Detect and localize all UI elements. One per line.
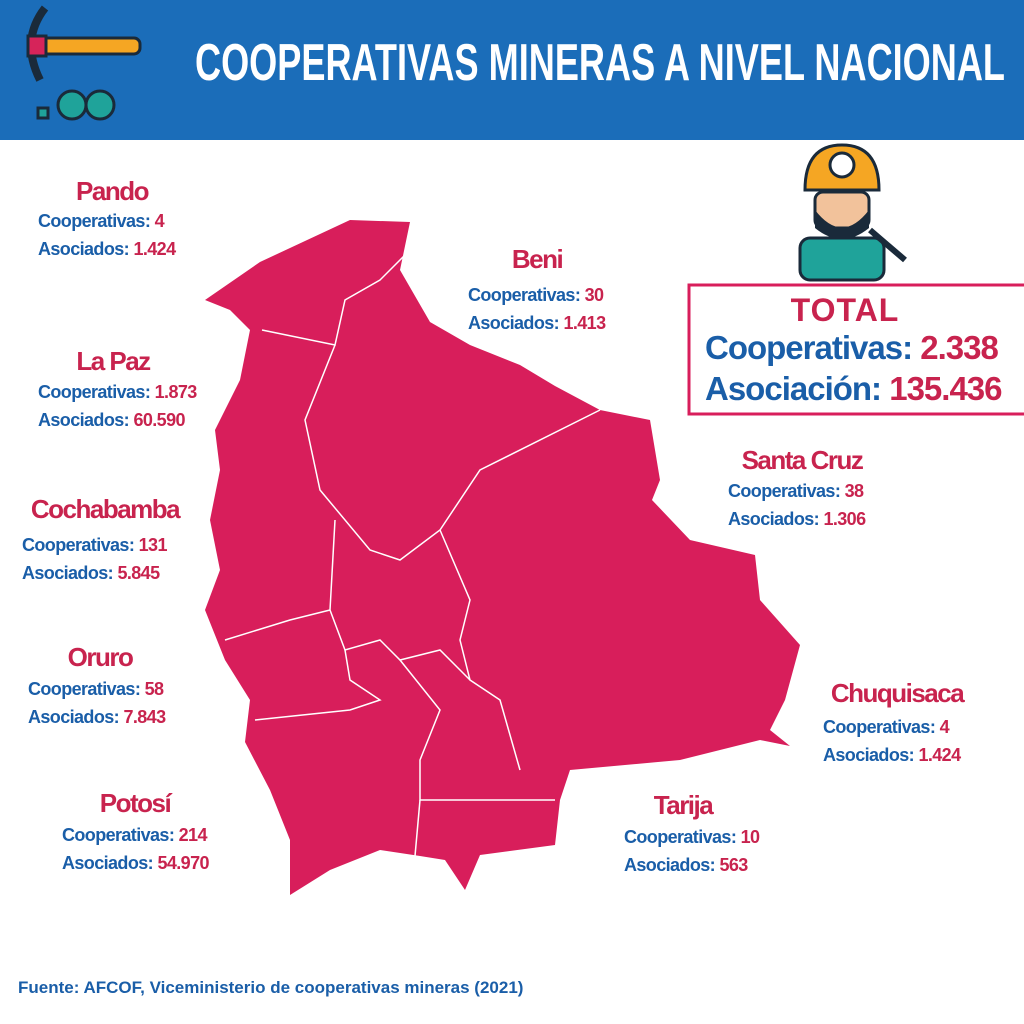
stat-label: Asociados:	[28, 707, 119, 727]
total-label: Asociación:	[705, 370, 881, 407]
region-stat: Cooperativas: 131	[22, 535, 167, 555]
stat-value: 563	[719, 855, 748, 875]
stat-label: Cooperativas:	[38, 211, 150, 231]
region-name: Tarija	[654, 790, 714, 820]
stat-label: Cooperativas:	[728, 481, 840, 501]
stat-label: Cooperativas:	[468, 285, 580, 305]
stat-value: 4	[155, 211, 165, 231]
source-note: Fuente: AFCOF, Viceministerio de coopera…	[18, 978, 523, 997]
region-stat: Cooperativas: 58	[28, 679, 164, 699]
stat-value: 1.873	[155, 382, 198, 402]
region-stat: Asociados: 563	[624, 855, 748, 875]
total-title: TOTAL	[791, 292, 900, 328]
stat-label: Asociados:	[38, 410, 129, 430]
total-label: Cooperativas:	[705, 329, 912, 366]
region-labels: Pando Cooperativas: 4 Asociados: 1.424 La P…	[22, 176, 967, 875]
total-value: 2.338	[920, 329, 998, 366]
stat-value: 1.424	[918, 745, 961, 765]
region-stat: Asociados: 1.413	[468, 313, 606, 333]
region-stat: Cooperativas: 1.873	[38, 382, 197, 402]
region-name: Potosí	[100, 788, 173, 818]
stat-value: 58	[145, 679, 164, 699]
region-stat: Asociados: 54.970	[62, 853, 209, 873]
region-stat: Asociados: 60.590	[38, 410, 185, 430]
stat-value: 54.970	[157, 853, 209, 873]
stat-label: Asociados:	[38, 239, 129, 259]
stat-value: 38	[845, 481, 864, 501]
stat-value: 7.843	[123, 707, 166, 727]
stat-label: Cooperativas:	[624, 827, 736, 847]
stat-value: 214	[179, 825, 208, 845]
stat-value: 5.845	[117, 563, 160, 583]
stat-label: Cooperativas:	[22, 535, 134, 555]
stat-label: Asociados:	[823, 745, 914, 765]
stat-value: 4	[940, 717, 950, 737]
region-name: Pando	[76, 176, 149, 206]
stat-value: 1.306	[823, 509, 866, 529]
stat-label: Cooperativas:	[38, 382, 150, 402]
header-band	[0, 0, 1024, 140]
region-name: Santa Cruz	[742, 445, 864, 475]
total-value: 135.436	[889, 370, 1002, 407]
region-stat: Asociados: 5.845	[22, 563, 160, 583]
stat-value: 1.413	[563, 313, 606, 333]
total-cooperativas: Cooperativas: 2.338	[705, 329, 998, 366]
region-stat: Cooperativas: 30	[468, 285, 604, 305]
region-stat: Asociados: 1.306	[728, 509, 866, 529]
region-stat: Cooperativas: 214	[62, 825, 207, 845]
region-name: Cochabamba	[31, 494, 181, 524]
bolivia-map	[205, 220, 800, 895]
region-name: La Paz	[76, 346, 151, 376]
region-name: Beni	[512, 244, 563, 274]
miner-icon	[798, 143, 907, 282]
region-stat: Asociados: 7.843	[28, 707, 166, 727]
stat-value: 10	[741, 827, 760, 847]
stat-label: Cooperativas:	[62, 825, 174, 845]
region-stat: Cooperativas: 38	[728, 481, 864, 501]
region-name: Oruro	[68, 642, 133, 672]
stat-label: Asociados:	[468, 313, 559, 333]
region-stat: Asociados: 1.424	[823, 745, 961, 765]
stat-value: 1.424	[133, 239, 176, 259]
region-stat: Cooperativas: 4	[38, 211, 165, 231]
stat-value: 30	[585, 285, 604, 305]
header-title: COOPERATIVAS MINERAS A NIVEL NACIONAL	[195, 34, 1005, 92]
total-box	[687, 283, 1024, 416]
region-stat: Asociados: 1.424	[38, 239, 176, 259]
stat-value: 60.590	[133, 410, 185, 430]
stat-label: Asociados:	[62, 853, 153, 873]
stat-label: Asociados:	[728, 509, 819, 529]
stat-label: Asociados:	[624, 855, 715, 875]
pickaxe-icon	[26, 5, 142, 121]
stat-label: Asociados:	[22, 563, 113, 583]
region-stat: Cooperativas: 4	[823, 717, 950, 737]
total-asociacion: Asociación: 135.436	[705, 370, 1002, 407]
region-stat: Cooperativas: 10	[624, 827, 760, 847]
stat-label: Cooperativas:	[823, 717, 935, 737]
stat-label: Cooperativas:	[28, 679, 140, 699]
region-name: Chuquisaca	[831, 678, 965, 708]
stat-value: 131	[139, 535, 168, 555]
